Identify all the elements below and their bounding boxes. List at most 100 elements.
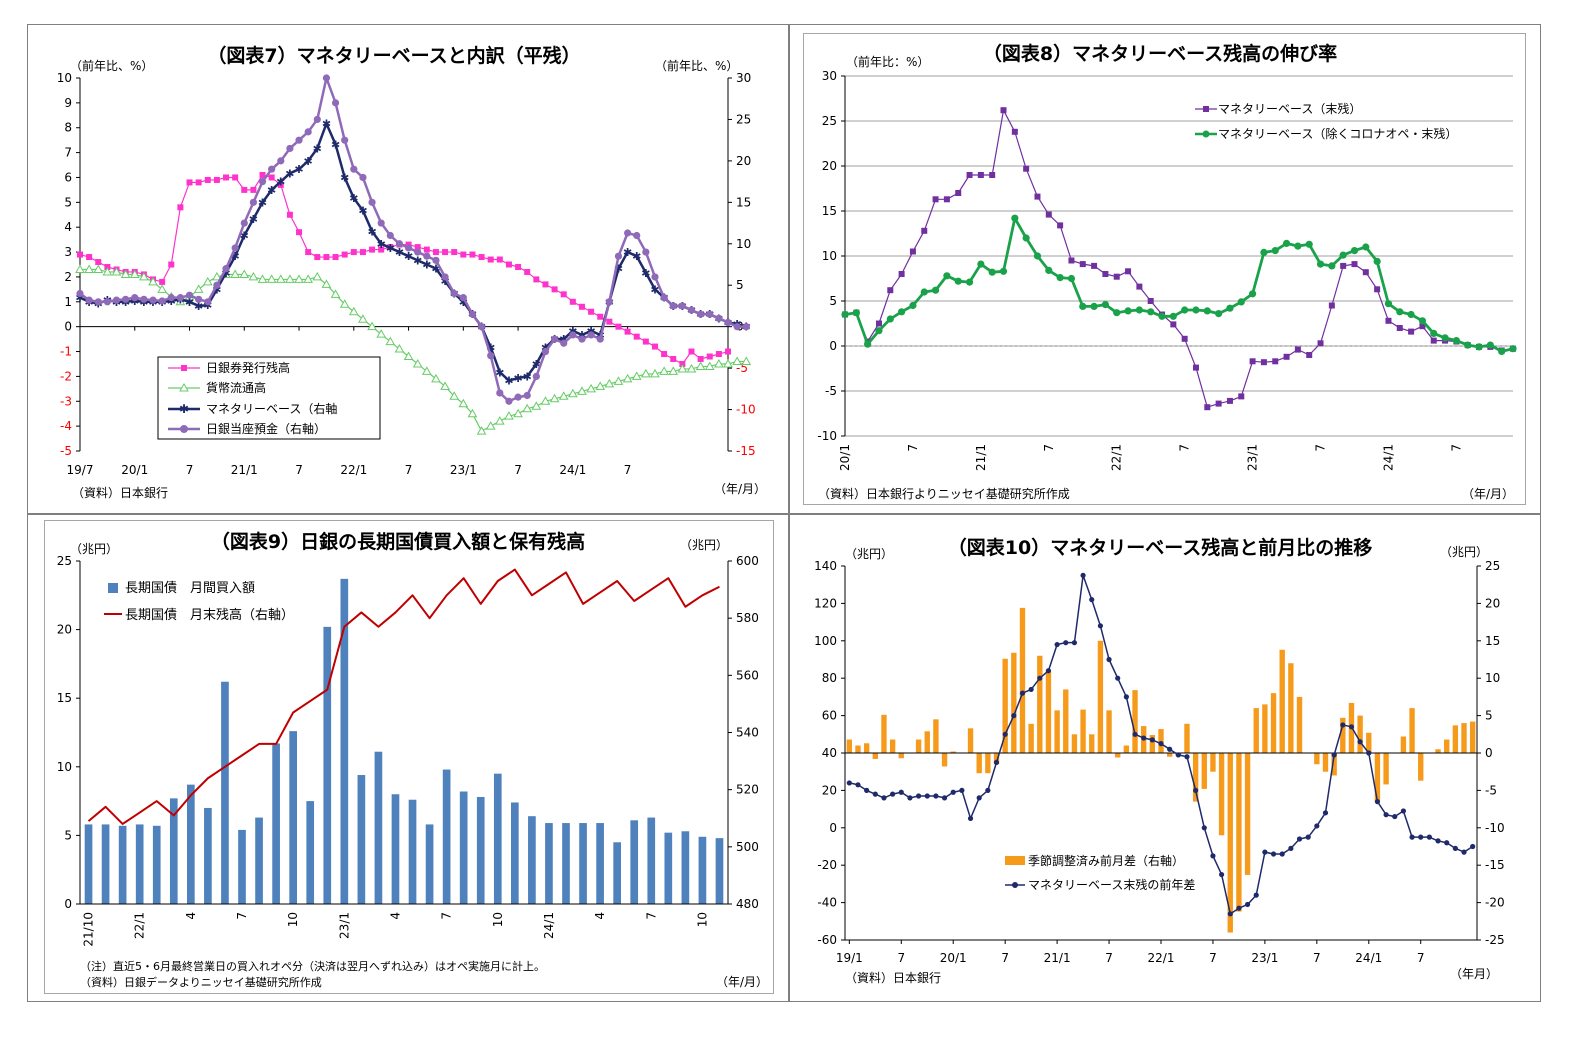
c7-y-tick-label: 5 [64,195,72,209]
c8-data-point [898,271,905,277]
c7-data-point [714,358,724,368]
c7-data-point [732,356,742,365]
c10-bar [1063,689,1069,753]
c7-data-point [120,269,131,278]
c8-data-point [1192,364,1199,371]
c7-data-point [385,336,396,346]
chart8-inner-border [803,33,1526,505]
c10-data-point [1141,735,1147,741]
c8-data-point [921,227,928,234]
c10-y-tick-label: -20 [817,858,837,872]
c7-data-point [661,351,668,358]
c7-data-point [496,256,503,263]
c7-x-tick-label: 21/1 [231,463,258,477]
c9-bar [681,831,690,904]
c8-data-point [1023,165,1030,172]
c10-bar [1340,717,1346,753]
c10-data-point [1149,737,1155,743]
c10-data-point [1132,731,1138,737]
c7-data-point: ✱ [422,259,431,272]
c10-bar [1106,710,1112,753]
c8-y-tick-label: 25 [822,114,837,128]
chart7-legend-marker-3: ✱ [179,402,189,416]
c7-y2-tick-label: 30 [736,71,751,85]
c7-data-point: ✱ [358,205,367,218]
chart8-x-unit: （年/月） [1462,487,1514,501]
c10-bar [1236,753,1242,912]
c7-data-point [533,276,540,283]
c10-bar [1279,649,1285,753]
c7-data-point [458,398,469,408]
c8-y-tick-label: 30 [822,69,837,83]
c7-data-point [186,179,193,186]
c10-data-point [1270,851,1277,857]
c8-data-point [1362,269,1369,276]
c10-data-point [1193,787,1199,794]
c10-x-tick-label: 19/1 [836,951,863,965]
c8-data-point [1170,321,1177,328]
c8-data-point [1339,251,1347,259]
c8-data-point [1033,252,1042,260]
c7-data-point [633,231,641,240]
c7-data-point [86,254,93,261]
c7-data-point [642,248,650,256]
c10-data-point [941,795,948,801]
c8-data-point [1056,274,1064,282]
c7-data-point: ✱ [285,167,294,180]
c10-data-point [872,791,878,797]
c10-bar [1374,753,1381,802]
c7-data-point [286,144,294,153]
c10-y-tick-label: 0 [829,821,837,835]
c7-data-point [478,254,485,261]
c7-data-point [322,74,331,82]
c10-data-point [1080,572,1086,578]
c8-data-point [1022,234,1030,242]
c10-data-point [1253,892,1259,898]
chart9-legend-label-1: 長期国債 月間買入額 [125,581,255,596]
c10-bar [1080,709,1086,753]
c7-data-point: ✱ [623,246,632,259]
chart9-source: （資料）日銀データよりニッセイ基礎研究所作成 [80,975,322,989]
c8-data-point [1090,302,1098,310]
c8-data-point [1215,400,1222,407]
c10-data-point [967,815,974,822]
c7-data-point [285,274,295,283]
c7-data-point [541,347,550,356]
c7-data-point: ✱ [240,229,249,242]
c7-data-point [313,115,321,124]
c7-data-point: ✱ [194,300,203,313]
c7-data-point: ✱ [167,295,176,308]
c10-bar [1322,753,1329,772]
c10-data-point [1348,724,1355,730]
c10-bar [1270,693,1277,753]
c7-data-point [642,338,649,345]
c7-data-point [624,229,632,237]
c7-data-point [567,388,578,398]
c8-data-point [1079,261,1086,268]
c8-data-point [1305,240,1313,248]
c10-bar [889,739,896,753]
c7-data-point [640,368,651,378]
c7-data-point: ✱ [486,341,495,354]
c9-x-tick-label: 21/10 [82,912,96,947]
c10-data-point [1071,640,1078,646]
c7-y-tick-label: -5 [60,444,72,458]
c10-bar [1461,723,1467,753]
c8-data-point [1419,323,1426,330]
c8-data-point [1068,257,1075,264]
c8-data-point [1294,346,1301,353]
c7-y2-tick-label: 10 [736,237,751,251]
c7-data-point [549,393,560,403]
c7-data-point [688,348,695,355]
chart7-right-unit: （前年比、%） [655,58,738,73]
c8-data-point [1260,359,1267,366]
c10-bar [1019,607,1026,753]
c9-bar [101,824,110,904]
c8-x-tick-label: 7 [906,444,920,452]
c7-y-tick-label: 9 [64,96,72,110]
c7-data-point [277,181,284,188]
c7-data-point [240,219,248,227]
c8-data-point [1486,341,1494,349]
c8-data-point [864,340,872,348]
